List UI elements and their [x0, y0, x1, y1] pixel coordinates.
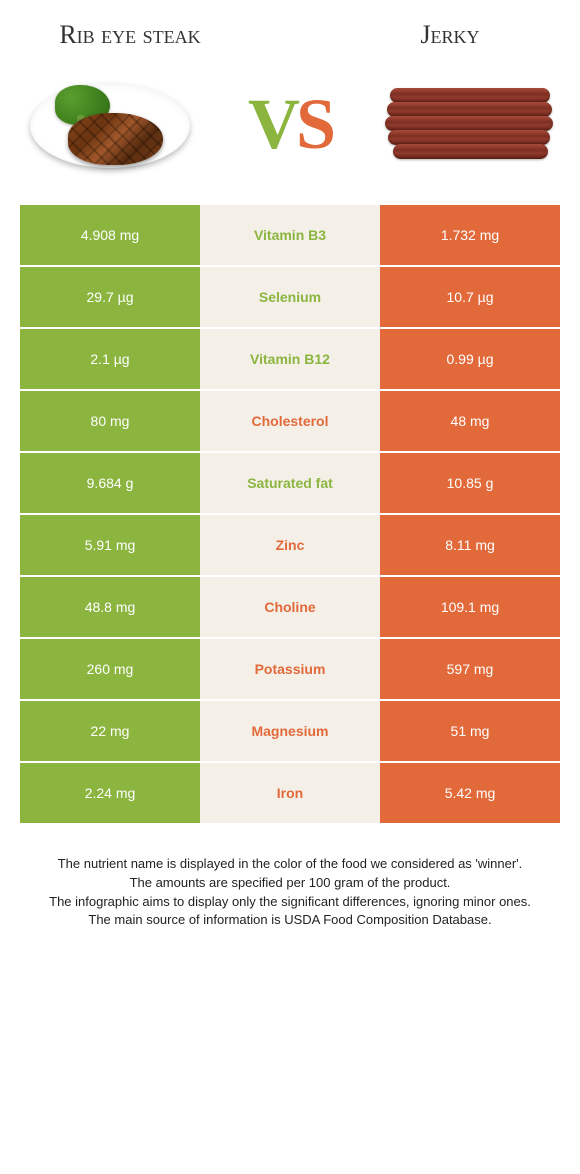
left-value-cell: 260 mg — [20, 639, 200, 699]
nutrient-name-cell: Choline — [200, 577, 380, 637]
nutrient-name-cell: Magnesium — [200, 701, 380, 761]
table-row: 9.684 gSaturated fat10.85 g — [20, 453, 560, 513]
left-value-cell: 9.684 g — [20, 453, 200, 513]
right-value-cell: 5.42 mg — [380, 763, 560, 823]
table-row: 48.8 mgCholine109.1 mg — [20, 577, 560, 637]
left-value-cell: 2.1 µg — [20, 329, 200, 389]
table-row: 4.908 mgVitamin B31.732 mg — [20, 205, 560, 265]
table-row: 22 mgMagnesium51 mg — [20, 701, 560, 761]
right-value-cell: 51 mg — [380, 701, 560, 761]
footer-line: The main source of information is USDA F… — [30, 911, 550, 930]
right-value-cell: 109.1 mg — [380, 577, 560, 637]
footer-line: The infographic aims to display only the… — [30, 893, 550, 912]
nutrient-name-cell: Vitamin B12 — [200, 329, 380, 389]
right-value-cell: 597 mg — [380, 639, 560, 699]
table-row: 80 mgCholesterol48 mg — [20, 391, 560, 451]
nutrient-name-cell: Selenium — [200, 267, 380, 327]
table-row: 29.7 µgSelenium10.7 µg — [20, 267, 560, 327]
nutrient-name-cell: Cholesterol — [200, 391, 380, 451]
left-value-cell: 4.908 mg — [20, 205, 200, 265]
right-food-title: Jerky — [360, 20, 540, 50]
right-value-cell: 1.732 mg — [380, 205, 560, 265]
left-value-cell: 22 mg — [20, 701, 200, 761]
left-value-cell: 5.91 mg — [20, 515, 200, 575]
table-row: 260 mgPotassium597 mg — [20, 639, 560, 699]
nutrient-name-cell: Zinc — [200, 515, 380, 575]
table-row: 2.24 mgIron5.42 mg — [20, 763, 560, 823]
right-value-cell: 0.99 µg — [380, 329, 560, 389]
vs-label: VS — [248, 83, 332, 166]
left-value-cell: 80 mg — [20, 391, 200, 451]
hero-row: VS — [0, 60, 580, 205]
nutrient-name-cell: Saturated fat — [200, 453, 380, 513]
footer-notes: The nutrient name is displayed in the co… — [0, 825, 580, 950]
right-value-cell: 8.11 mg — [380, 515, 560, 575]
left-value-cell: 2.24 mg — [20, 763, 200, 823]
left-value-cell: 29.7 µg — [20, 267, 200, 327]
left-food-title: Rib eye steak — [40, 20, 220, 50]
nutrient-name-cell: Iron — [200, 763, 380, 823]
jerky-sticks-icon — [385, 80, 555, 170]
nutrient-table: 4.908 mgVitamin B31.732 mg29.7 µgSeleniu… — [20, 205, 560, 823]
left-food-image — [25, 70, 195, 180]
right-value-cell: 10.7 µg — [380, 267, 560, 327]
right-food-image — [385, 70, 555, 180]
nutrient-name-cell: Potassium — [200, 639, 380, 699]
table-row: 2.1 µgVitamin B120.99 µg — [20, 329, 560, 389]
nutrient-name-cell: Vitamin B3 — [200, 205, 380, 265]
footer-line: The nutrient name is displayed in the co… — [30, 855, 550, 874]
right-value-cell: 48 mg — [380, 391, 560, 451]
footer-line: The amounts are specified per 100 gram o… — [30, 874, 550, 893]
table-row: 5.91 mgZinc8.11 mg — [20, 515, 560, 575]
steak-plate-icon — [30, 75, 190, 175]
left-value-cell: 48.8 mg — [20, 577, 200, 637]
header: Rib eye steak Jerky — [0, 0, 580, 60]
right-value-cell: 10.85 g — [380, 453, 560, 513]
